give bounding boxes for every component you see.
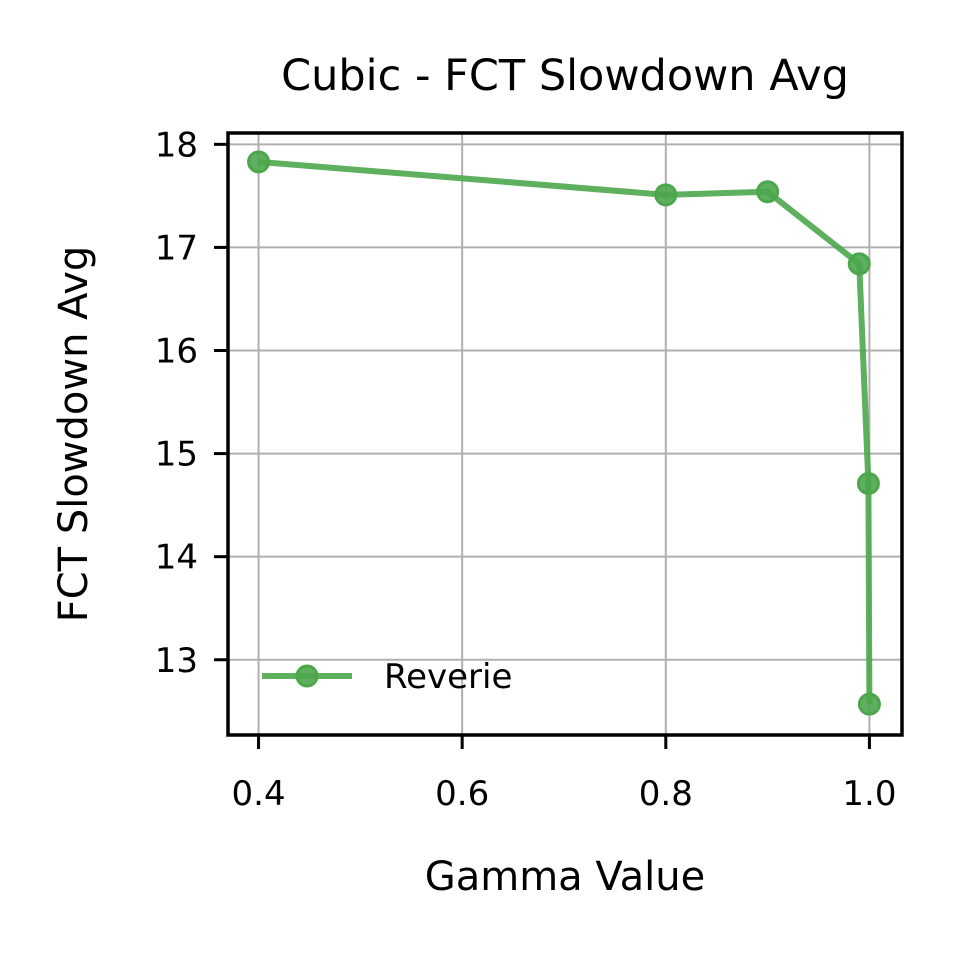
x-tick-label: 1.0 — [842, 774, 896, 814]
data-point — [756, 180, 780, 204]
grid-lines — [228, 133, 902, 735]
legend-label: Reverie — [384, 657, 512, 697]
y-tick-label: 13 — [155, 641, 198, 681]
data-point — [847, 252, 871, 276]
y-tick-label: 17 — [155, 228, 198, 268]
y-tick-label: 18 — [155, 125, 198, 165]
x-tick-label: 0.6 — [435, 774, 489, 814]
x-tick-label: 0.8 — [639, 774, 693, 814]
legend: Reverie — [262, 657, 512, 697]
chart-title: Cubic - FCT Slowdown Avg — [281, 51, 849, 101]
data-point — [654, 183, 678, 207]
data-point — [247, 150, 271, 174]
axis-ticks: 0.4 0.6 0.8 1.0 13 14 15 16 17 18 — [155, 125, 897, 814]
y-tick-label: 16 — [155, 332, 198, 372]
y-axis-label: FCT Slowdown Avg — [51, 246, 97, 623]
x-tick-label: 0.4 — [232, 774, 286, 814]
y-tick-label: 15 — [155, 435, 198, 475]
x-axis-label: Gamma Value — [425, 854, 706, 900]
plot-frame — [226, 131, 904, 737]
data-point — [856, 471, 880, 495]
legend-marker — [295, 664, 319, 688]
y-tick-label: 14 — [155, 538, 198, 578]
series-line — [258, 158, 873, 705]
series-layer — [247, 150, 881, 716]
data-point — [857, 692, 881, 716]
